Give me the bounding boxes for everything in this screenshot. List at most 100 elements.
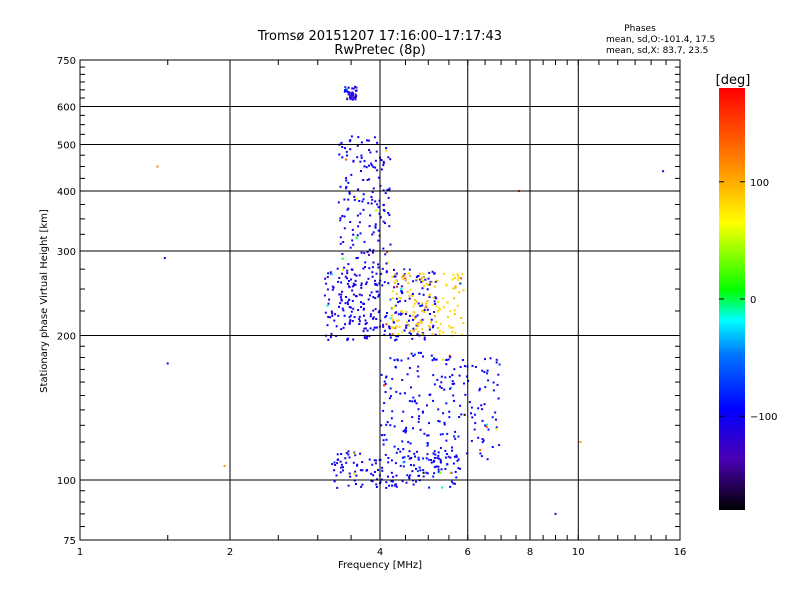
data-points [156,85,665,515]
data-point [455,454,458,457]
data-point [352,338,355,341]
data-point [385,270,388,273]
data-point [437,470,440,473]
data-point [351,239,354,242]
data-point [388,484,391,487]
data-point [453,277,456,280]
data-point [408,294,411,297]
data-point [399,297,402,300]
data-point [395,338,398,341]
data-point [412,314,415,317]
data-point [386,188,389,191]
data-point [422,475,425,478]
data-point [416,333,419,336]
data-point [422,273,425,276]
data-point [400,285,403,288]
data-point [438,471,441,474]
data-point [481,438,484,440]
data-point [370,479,373,482]
phases-title: Phases [624,24,656,34]
data-point [387,212,390,214]
data-point [389,336,392,339]
data-point [408,457,411,460]
data-point [454,286,457,289]
data-point [453,435,456,438]
data-point [484,424,487,427]
data-point [463,365,466,368]
data-point [374,462,377,465]
data-point [390,417,393,420]
data-point [366,251,369,253]
data-point [339,185,342,188]
data-point [166,362,169,365]
data-point [384,253,387,256]
data-point [451,330,454,333]
data-point [443,421,446,424]
data-point [460,413,463,416]
data-point [331,288,334,291]
data-point [354,85,357,88]
data-point [326,276,329,279]
data-point [439,447,442,449]
data-point [430,354,433,357]
data-point [482,439,485,442]
data-point [397,282,400,285]
data-point [372,165,375,168]
data-point [395,390,398,393]
data-point [417,330,419,333]
data-point [376,290,379,293]
data-point [423,311,426,313]
data-point [416,370,419,373]
data-point [484,358,486,361]
data-point [368,267,371,270]
data-point [340,328,343,331]
data-point [374,279,376,282]
data-point [365,281,368,284]
data-point [456,459,459,462]
data-point [330,332,333,335]
data-point [360,282,363,285]
data-point [352,461,355,464]
data-point [394,273,397,276]
data-point [411,470,414,473]
data-point [461,359,464,361]
data-point [496,383,499,386]
data-point [462,289,465,292]
data-point [415,323,418,326]
data-point [433,466,436,469]
data-point [418,394,421,397]
data-point [353,273,356,276]
data-point [324,311,327,314]
data-point [480,404,483,407]
data-point [421,302,424,305]
data-point [437,419,440,422]
data-point [432,297,435,300]
data-point [403,429,406,432]
data-point [345,296,348,298]
data-point [396,358,399,361]
data-point [341,272,344,275]
data-point [345,87,348,90]
data-point [449,471,452,474]
data-point [426,404,428,407]
data-point [417,420,420,423]
data-point [433,300,436,303]
data-point [363,165,366,168]
data-point [446,432,449,435]
data-point [370,291,373,294]
data-point [425,471,428,474]
data-point [347,263,350,266]
data-point [438,457,441,460]
data-point [395,451,398,454]
data-point [333,461,336,464]
data-point [344,89,346,92]
data-point [449,386,452,389]
data-point [338,153,341,156]
data-point [362,302,365,305]
data-point [439,308,442,311]
data-point [402,275,404,278]
data-point [411,400,414,403]
y-tick-labels: 75 100 200 300 400 500 600 750 [57,56,76,547]
data-point [412,305,415,308]
data-point [390,480,393,483]
